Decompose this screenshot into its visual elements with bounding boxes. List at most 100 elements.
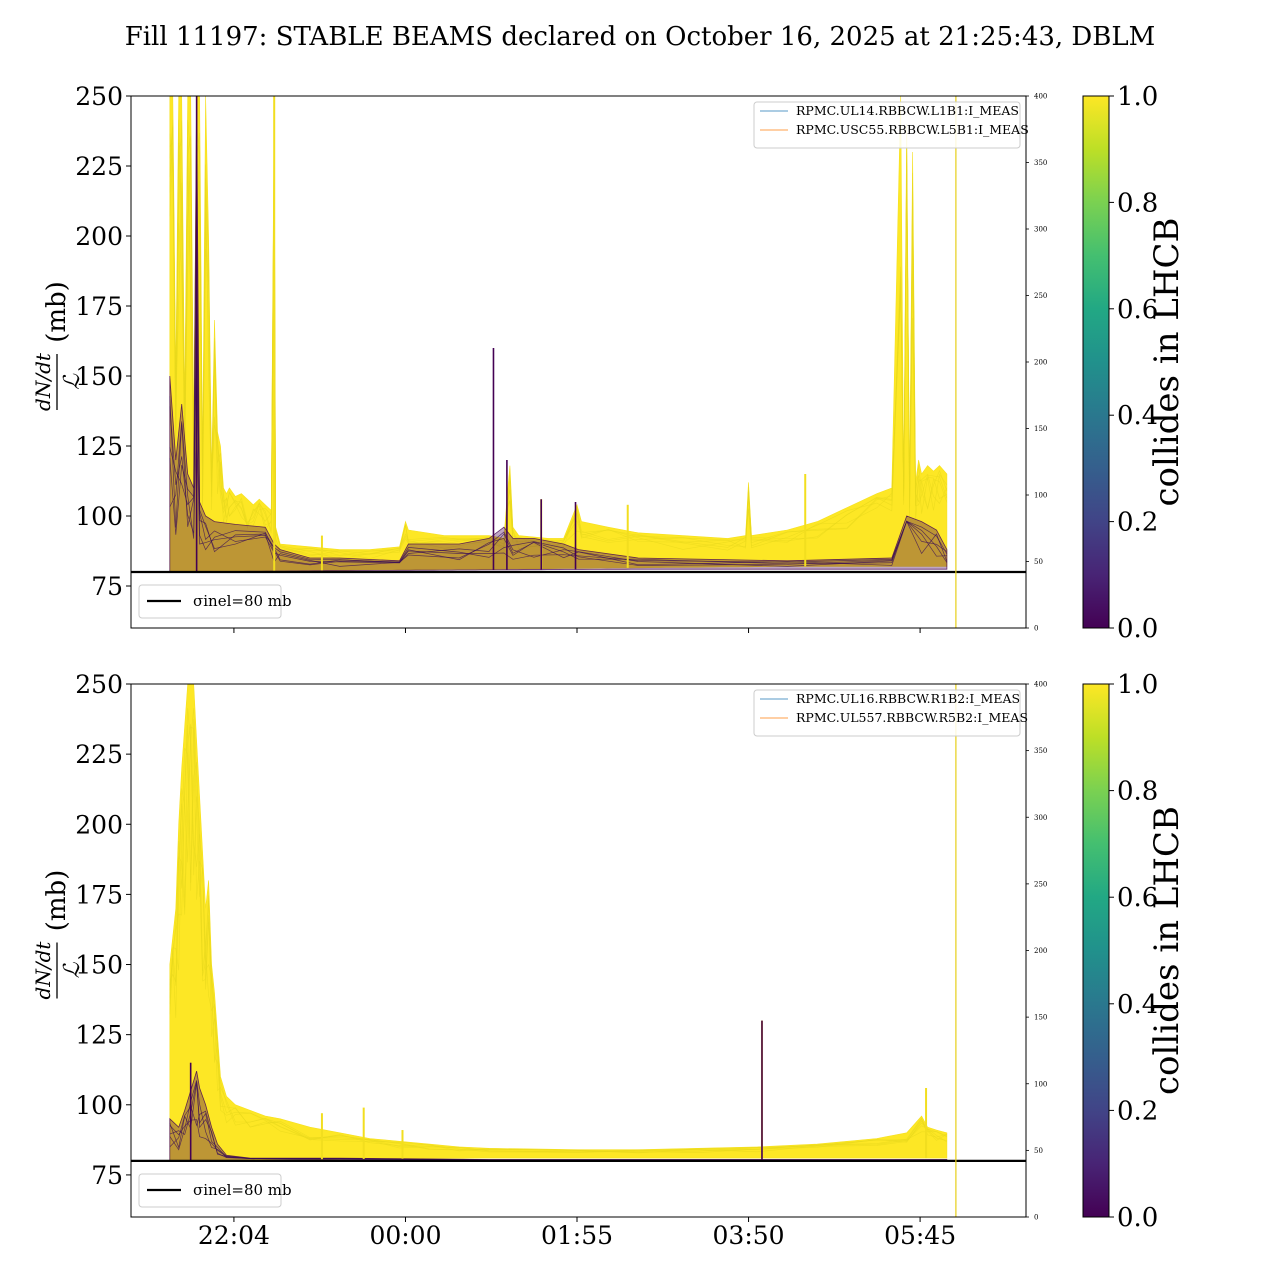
y-axis-label: dN/dt ℒ (mb) bbox=[31, 870, 85, 1000]
plot-area bbox=[131, 96, 1026, 628]
y2-tick-label: 150 bbox=[1034, 1014, 1047, 1022]
legend-label: RPMC.USC55.RBBCW.L5B1:I_MEAS bbox=[796, 122, 1029, 137]
colorbar: 0.0 0.2 0.4 0.6 0.8 1.0 collides in LHCB bbox=[1082, 82, 1187, 644]
series-non-colliding-line bbox=[169, 1082, 947, 1161]
y2-tick-label: 200 bbox=[1034, 947, 1047, 955]
panel-top: 75 100 125 150 175 200 225 250 0 50 100 150 200 250 30… bbox=[31, 82, 1187, 644]
sigma-legend: σinel=80 mb bbox=[138, 584, 292, 619]
colorbar-tick-label: 1.0 bbox=[1117, 670, 1158, 700]
colorbar-label: collides in LHCB bbox=[1147, 217, 1187, 506]
colorbar-tick-label: 0.2 bbox=[1117, 1096, 1158, 1126]
colorbar-tick-label: 0.4 bbox=[1117, 401, 1158, 431]
sigma-legend-box bbox=[138, 1173, 282, 1208]
y2-tick-label: 250 bbox=[1034, 880, 1047, 888]
y-tick-label: 100 bbox=[75, 502, 123, 531]
y2-tick-label: 100 bbox=[1034, 492, 1047, 500]
y2-tick-label: 150 bbox=[1034, 425, 1047, 433]
series-collides-band bbox=[169, 684, 948, 1162]
y2-tick-label: 350 bbox=[1034, 159, 1047, 167]
x-tick-label: 03:50 bbox=[713, 1221, 785, 1250]
colorbar-tick-label: 0.6 bbox=[1117, 883, 1158, 913]
y-tick-label: 250 bbox=[75, 82, 123, 111]
series-collides-line bbox=[169, 119, 948, 560]
y-tick-label: 175 bbox=[75, 880, 123, 909]
figure-title: Fill 11197: STABLE BEAMS declared on Oct… bbox=[125, 22, 1156, 52]
y2-tick-label: 250 bbox=[1034, 292, 1047, 300]
y-axis-label-numerator: dN/dt bbox=[31, 352, 55, 411]
series-non-colliding-line bbox=[169, 1119, 947, 1161]
y-axis-label-denominator: ℒ bbox=[60, 961, 85, 978]
y2-tick-label: 0 bbox=[1034, 1214, 1038, 1222]
y2-tick-label: 200 bbox=[1034, 359, 1047, 367]
colorbar-label: collides in LHCB bbox=[1147, 806, 1187, 1095]
y-tick-label: 250 bbox=[75, 670, 123, 699]
y-tick-label: 225 bbox=[75, 152, 123, 181]
sigma-legend-box bbox=[138, 584, 282, 619]
y-tick-label: 150 bbox=[75, 362, 123, 391]
sigma-legend: σinel=80 mb bbox=[138, 1173, 292, 1208]
legend-label: RPMC.UL16.RBBCW.R1B2:I_MEAS bbox=[796, 691, 1020, 706]
series-non-colliding-line bbox=[169, 201, 948, 566]
y2-tick-label: 100 bbox=[1034, 1080, 1047, 1088]
y-tick-label: 225 bbox=[75, 740, 123, 769]
y-tick-label: 200 bbox=[75, 222, 123, 251]
series-collides-line bbox=[169, 747, 947, 1153]
y-axis-label-unit: (mb) bbox=[42, 870, 72, 932]
x-tick-label: 01:55 bbox=[541, 1221, 613, 1250]
y2-tick-label: 0 bbox=[1034, 625, 1038, 633]
colorbar-gradient bbox=[1082, 683, 1110, 1218]
y-tick-label: 125 bbox=[75, 1021, 123, 1050]
colorbar-tick-label: 0.0 bbox=[1117, 1203, 1158, 1233]
colorbar-gradient bbox=[1082, 95, 1110, 629]
x-tick-label: 05:45 bbox=[884, 1221, 956, 1250]
series-collides-line bbox=[169, 708, 948, 1154]
y2-tick-label: 350 bbox=[1034, 747, 1047, 755]
y-axis-label: dN/dt ℒ (mb) bbox=[31, 281, 85, 411]
y2-tick-label: 300 bbox=[1034, 226, 1047, 234]
colorbar-tick-label: 0.2 bbox=[1117, 508, 1158, 538]
series-collides-band bbox=[169, 96, 948, 573]
series-collides-line bbox=[169, 723, 947, 1152]
y2-tick-label: 400 bbox=[1034, 93, 1047, 101]
series-collides-line bbox=[169, 119, 948, 557]
colorbar-tick-label: 0.4 bbox=[1117, 990, 1158, 1020]
colorbar-tick-label: 1.0 bbox=[1117, 82, 1158, 112]
colorbar-tick-label: 0.8 bbox=[1117, 777, 1158, 807]
legend: RPMC.UL14.RBBCW.L1B1:I_MEAS RPMC.USC55.RB… bbox=[753, 101, 1029, 149]
y-tick-label: 100 bbox=[75, 1091, 123, 1120]
x-tick-label: 00:00 bbox=[369, 1221, 441, 1250]
legend-label: RPMC.UL14.RBBCW.L1B1:I_MEAS bbox=[796, 103, 1019, 118]
colorbar-tick-label: 0.6 bbox=[1117, 295, 1158, 325]
panel-bottom: 75 100 125 150 175 200 225 250 0 50 100 150 200 250 30… bbox=[31, 670, 1187, 1250]
y2-tick-label: 300 bbox=[1034, 814, 1047, 822]
series-non-colliding-band bbox=[169, 96, 948, 573]
plot-area bbox=[131, 684, 1026, 1217]
y-axis-label-unit: (mb) bbox=[42, 281, 72, 343]
series-collides-line bbox=[169, 726, 948, 1153]
sigma-legend-label: σinel=80 mb bbox=[193, 592, 292, 610]
series-collides-line bbox=[169, 708, 948, 1153]
legend-box bbox=[753, 101, 1021, 149]
y-tick-label: 150 bbox=[75, 951, 123, 980]
y-tick-label: 75 bbox=[91, 1161, 123, 1190]
y-tick-label: 200 bbox=[75, 810, 123, 839]
series-collides-line bbox=[169, 120, 948, 559]
y2-tick-label: 50 bbox=[1034, 1147, 1043, 1155]
colorbar: 0.0 0.2 0.4 0.6 0.8 1.0 collides in LHCB bbox=[1082, 670, 1187, 1233]
legend: RPMC.UL16.RBBCW.R1B2:I_MEAS RPMC.UL557.RB… bbox=[753, 689, 1028, 737]
series-collides-line bbox=[169, 139, 948, 554]
colorbar-tick-label: 0.0 bbox=[1117, 614, 1158, 644]
sigma-legend-label: σinel=80 mb bbox=[193, 1181, 292, 1199]
x-tick-label: 22:04 bbox=[198, 1221, 270, 1250]
legend-box bbox=[753, 689, 1021, 737]
series-collides-line bbox=[169, 119, 948, 556]
colorbar-tick-label: 0.8 bbox=[1117, 188, 1158, 218]
y-axis-label-denominator: ℒ bbox=[60, 373, 85, 390]
y2-tick-label: 400 bbox=[1034, 681, 1047, 689]
y-tick-label: 175 bbox=[75, 292, 123, 321]
y2-tick-label: 50 bbox=[1034, 558, 1043, 566]
series-collides-line bbox=[169, 719, 948, 1154]
legend-label: RPMC.UL557.RBBCW.R5B2:I_MEAS bbox=[796, 710, 1028, 725]
y-tick-label: 75 bbox=[91, 572, 123, 601]
